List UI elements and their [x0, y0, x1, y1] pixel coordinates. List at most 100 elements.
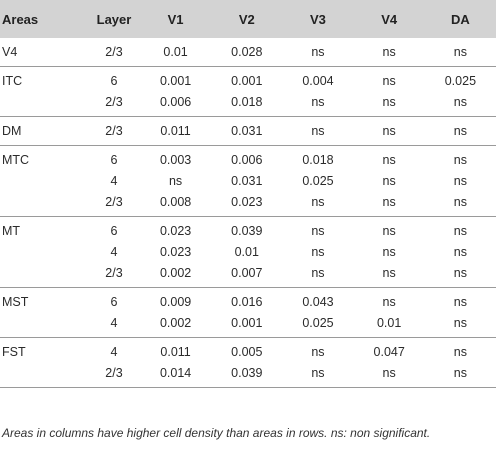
- p-value-cell: ns: [353, 38, 425, 67]
- table-row: MT 6 0.023 0.039 ns ns ns: [0, 217, 496, 243]
- table-row: 2/3 0.006 0.018 ns ns ns: [0, 92, 496, 117]
- p-value-cell: ns: [453, 295, 467, 309]
- p-value-cell: ns: [382, 245, 396, 259]
- area-cell: V4: [0, 38, 88, 67]
- p-value-cell: ns: [282, 363, 354, 388]
- table-row: MTC 6 0.003 0.006 0.018 ns ns: [0, 146, 496, 172]
- p-value-cell: ns: [353, 92, 425, 117]
- layer-cell: 2/3: [88, 38, 140, 67]
- p-value-cell: ns: [382, 153, 396, 167]
- p-value-cell: 0.008: [140, 192, 212, 217]
- p-value-cell: 0.01: [234, 245, 259, 259]
- area-cell: DM: [0, 116, 88, 146]
- p-value-cell: ns: [353, 192, 425, 217]
- layer-cell: 2/3: [88, 263, 140, 288]
- col-header-layer: Layer: [96, 11, 132, 27]
- p-value-cell: 0.001: [159, 74, 192, 88]
- table-header: Areas Layer V1 V2 V3 V4 DA: [0, 0, 496, 38]
- area-cell: [0, 192, 88, 217]
- p-value-cell: 0.025: [282, 313, 354, 338]
- table-row: ITC 6 0.001 0.001 0.004 ns 0.025: [0, 67, 496, 93]
- layer-cell: 6: [110, 295, 118, 309]
- p-value-cell: 0.028: [211, 38, 283, 67]
- p-value-cell: 0.025: [302, 174, 334, 188]
- p-value-cell: 0.023: [211, 192, 283, 217]
- layer-cell: 4: [88, 313, 140, 338]
- area-cell: FST: [2, 345, 26, 359]
- area-group: MST 6 0.009 0.016 0.043 ns ns 4 0.002 0.001 0.025 0…: [0, 288, 496, 338]
- p-value-cell: 0.011: [140, 116, 212, 146]
- p-value-cell: ns: [168, 174, 183, 188]
- area-cell: [0, 171, 88, 192]
- p-value-cell: ns: [424, 116, 496, 146]
- p-value-cell: ns: [453, 224, 467, 238]
- p-value-cell: ns: [424, 313, 496, 338]
- col-header-areas: Areas: [2, 11, 39, 27]
- p-value-cell: ns: [353, 263, 425, 288]
- layer-cell: 4: [110, 174, 118, 188]
- layer-cell: 6: [110, 74, 118, 88]
- p-value-cell: ns: [282, 263, 354, 288]
- p-value-cell: 0.023: [159, 245, 192, 259]
- p-value-cell: ns: [382, 174, 396, 188]
- area-cell: [0, 242, 88, 263]
- col-header-da: DA: [450, 11, 470, 27]
- layer-cell: 4: [110, 345, 118, 359]
- p-value-cell: ns: [453, 153, 467, 167]
- area-group: MT 6 0.023 0.039 ns ns ns 4 0.023 0.01 ns ns ns 2/3 0.…: [0, 217, 496, 288]
- p-value-cell: 0.007: [211, 263, 283, 288]
- p-value-cell: ns: [382, 295, 396, 309]
- area-cell: [0, 263, 88, 288]
- area-group: V4 2/3 0.01 0.028 ns ns ns: [0, 38, 496, 67]
- layer-cell: 4: [110, 245, 118, 259]
- table-row: 2/3 0.008 0.023 ns ns ns: [0, 192, 496, 217]
- p-value-cell: 0.009: [159, 295, 192, 309]
- table-row: 4 0.002 0.001 0.025 0.01 ns: [0, 313, 496, 338]
- p-value-cell: ns: [453, 345, 467, 359]
- p-value-cell: ns: [453, 174, 467, 188]
- p-value-cell: 0.047: [373, 345, 405, 359]
- p-value-cell: 0.01: [140, 38, 212, 67]
- col-header-v2: V2: [238, 11, 255, 27]
- p-value-cell: 0.011: [160, 345, 191, 359]
- table-row: MST 6 0.009 0.016 0.043 ns ns: [0, 288, 496, 314]
- p-value-cell: 0.016: [231, 295, 263, 309]
- area-cell: [0, 363, 88, 388]
- layer-cell: 6: [110, 153, 118, 167]
- area-group: FST 4 0.011 0.005 ns 0.047 ns 2/3 0.014 0.039 ns ns…: [0, 338, 496, 388]
- area-cell: MT: [2, 224, 21, 238]
- table-row: DM 2/3 0.011 0.031 ns ns ns: [0, 116, 496, 146]
- col-header-v4: V4: [381, 11, 398, 27]
- p-value-cell: 0.001: [211, 313, 283, 338]
- area-cell: [0, 313, 88, 338]
- p-value-cell: 0.031: [211, 116, 283, 146]
- p-value-cell: 0.001: [231, 74, 263, 88]
- significance-table: Areas Layer V1 V2 V3 V4 DA V4 2/3 0.01 0.02…: [0, 0, 496, 388]
- p-value-cell: 0.018: [302, 153, 334, 167]
- p-value-cell: ns: [311, 345, 325, 359]
- p-value-cell: ns: [282, 92, 354, 117]
- p-value-cell: ns: [382, 224, 396, 238]
- p-value-cell: 0.039: [231, 224, 263, 238]
- area-cell: MST: [2, 295, 29, 309]
- p-value-cell: 0.002: [140, 263, 212, 288]
- p-value-cell: 0.002: [140, 313, 212, 338]
- p-value-cell: ns: [311, 224, 325, 238]
- p-value-cell: 0.025: [444, 74, 477, 88]
- col-header-v3: V3: [310, 11, 326, 27]
- p-value-cell: 0.014: [140, 363, 212, 388]
- p-value-cell: ns: [424, 363, 496, 388]
- p-value-cell: ns: [424, 192, 496, 217]
- area-cell: MTC: [2, 153, 30, 167]
- p-value-cell: 0.043: [302, 295, 334, 309]
- p-value-cell: ns: [353, 116, 425, 146]
- p-value-cell: 0.023: [159, 224, 192, 238]
- p-value-cell: 0.031: [231, 174, 263, 188]
- layer-cell: 2/3: [88, 116, 140, 146]
- table-row: 4 ns 0.031 0.025 ns ns: [0, 171, 496, 192]
- table-row: FST 4 0.011 0.005 ns 0.047 ns: [0, 338, 496, 364]
- p-value-cell: 0.006: [231, 153, 263, 167]
- table-row: 2/3 0.002 0.007 ns ns ns: [0, 263, 496, 288]
- p-value-cell: 0.004: [302, 74, 334, 88]
